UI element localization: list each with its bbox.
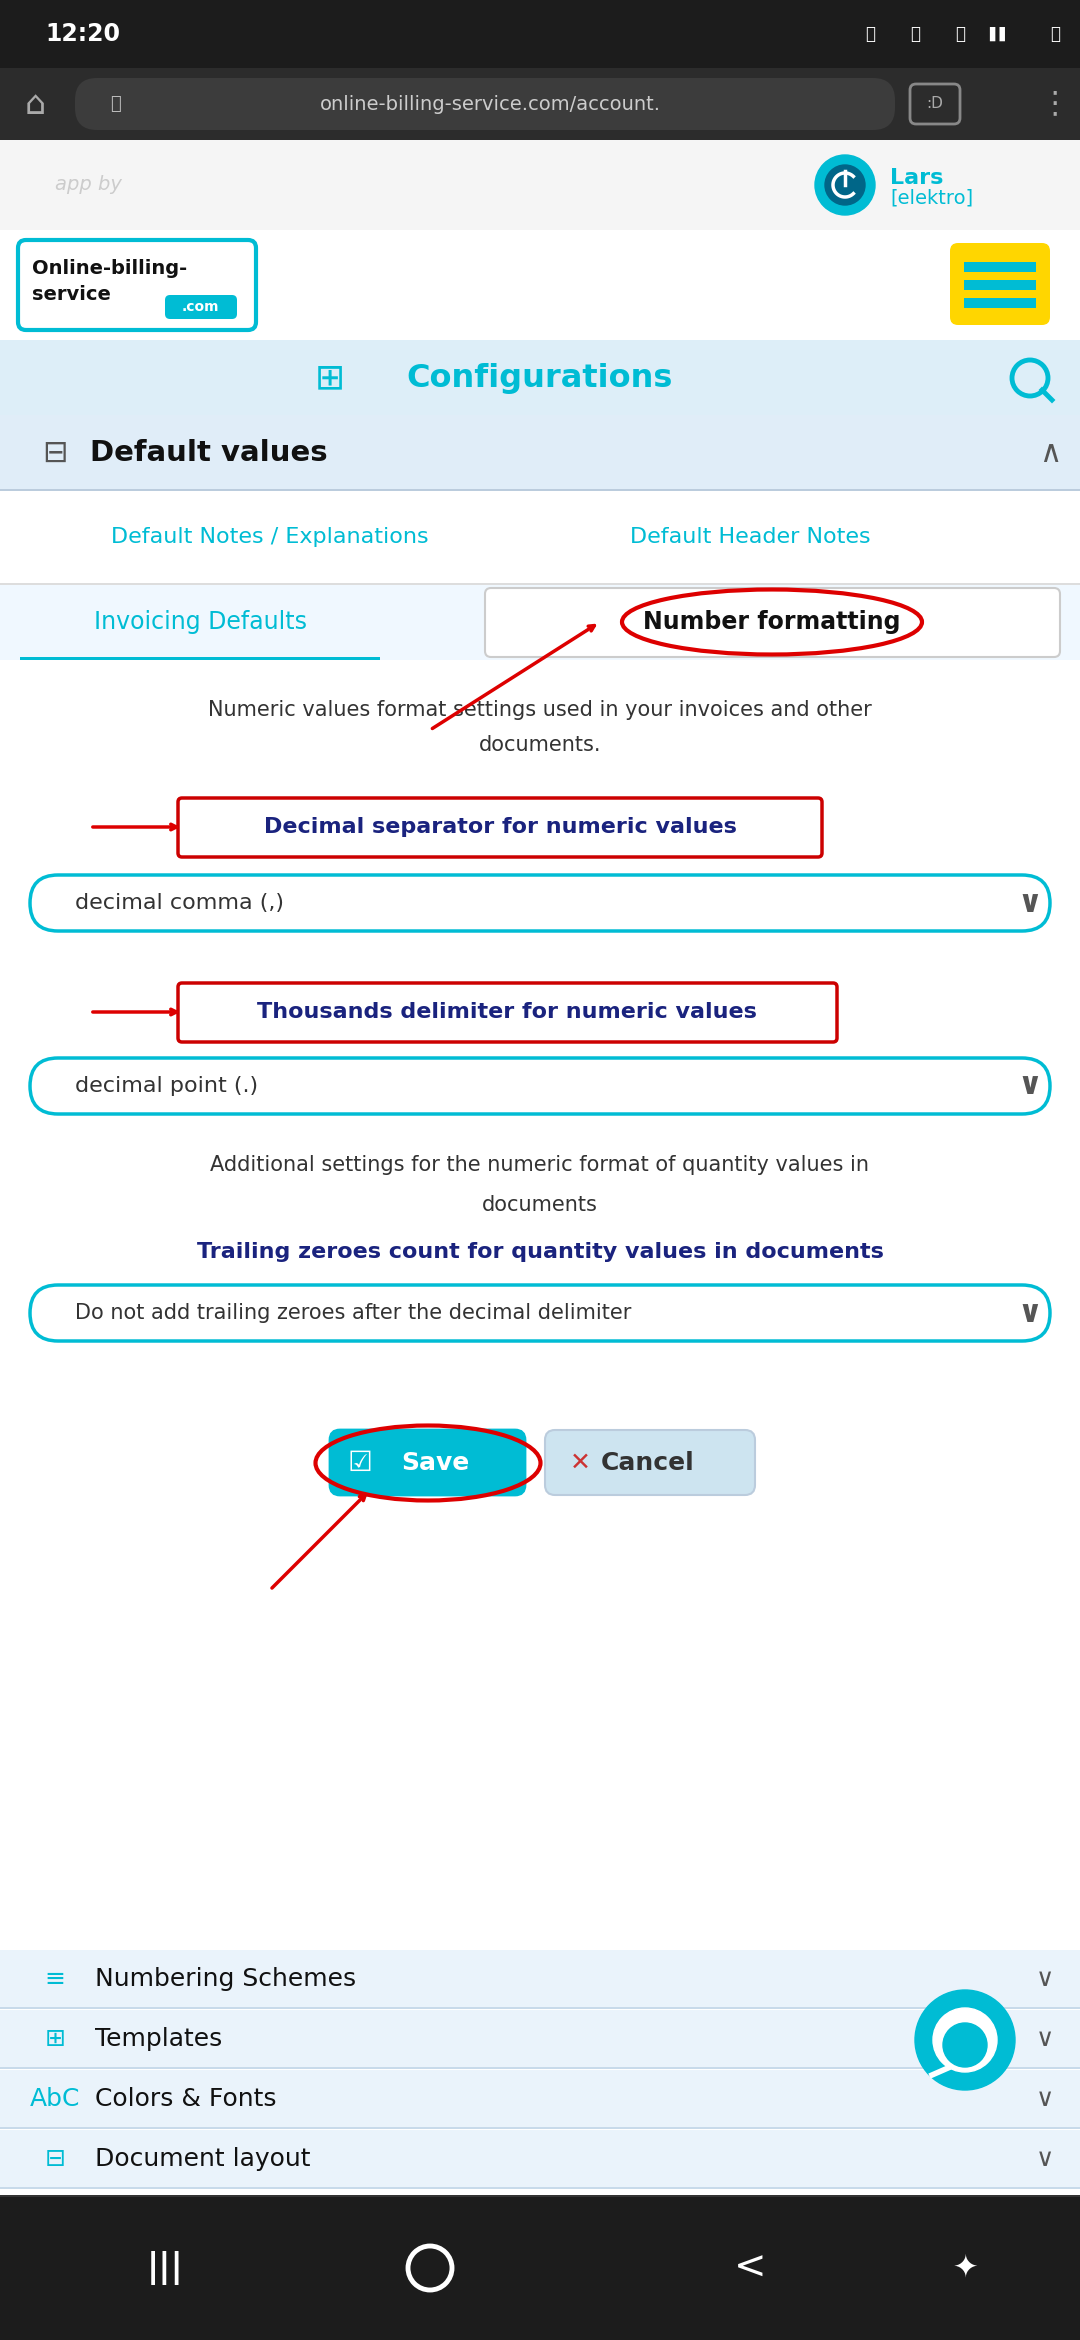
Text: app by: app by	[55, 176, 122, 194]
Text: Do not add trailing zeroes after the decimal delimiter: Do not add trailing zeroes after the dec…	[75, 1303, 632, 1322]
Text: Invoicing Defaults: Invoicing Defaults	[94, 611, 307, 634]
Text: Configurations: Configurations	[407, 363, 673, 393]
Text: documents.: documents.	[478, 735, 602, 756]
Circle shape	[943, 2024, 987, 2066]
Bar	[0, 0, 1080, 68]
Text: ✦: ✦	[953, 2253, 977, 2282]
Bar	[0, 414, 1080, 489]
Text: Additional settings for the numeric format of quantity values in: Additional settings for the numeric form…	[211, 1156, 869, 1175]
Bar	[0, 2071, 1080, 2127]
Text: |||: |||	[147, 2251, 184, 2284]
Text: ∨: ∨	[1036, 1968, 1054, 1991]
Circle shape	[815, 154, 875, 215]
Text: ∧: ∧	[1039, 438, 1062, 468]
Text: Decimal separator for numeric values: Decimal separator for numeric values	[264, 817, 737, 838]
Bar	[0, 339, 1080, 414]
Text: ∨: ∨	[1036, 2026, 1054, 2050]
Text: ⊟: ⊟	[44, 2148, 66, 2172]
Bar	[21, 658, 380, 660]
Text: Trailing zeroes count for quantity values in documents: Trailing zeroes count for quantity value…	[197, 1243, 883, 1261]
Text: ∨: ∨	[1017, 1299, 1042, 1327]
FancyBboxPatch shape	[178, 798, 822, 856]
Text: decimal comma (,): decimal comma (,)	[75, 894, 284, 913]
Text: .com: .com	[181, 300, 219, 314]
Text: 12:20: 12:20	[45, 21, 120, 47]
Circle shape	[933, 2008, 997, 2071]
Bar	[0, 489, 1080, 585]
Text: decimal point (.): decimal point (.)	[75, 1076, 258, 1095]
Text: ⊞: ⊞	[44, 2026, 66, 2050]
Bar	[0, 489, 1080, 1949]
Text: ∨: ∨	[1017, 1072, 1042, 1100]
Bar	[964, 297, 1036, 309]
Text: Templates: Templates	[95, 2026, 222, 2050]
Text: Online-billing-: Online-billing-	[32, 257, 187, 278]
Text: AbC: AbC	[30, 2087, 80, 2111]
Circle shape	[825, 166, 865, 206]
FancyBboxPatch shape	[485, 587, 1059, 658]
Text: Thousands delimiter for numeric values: Thousands delimiter for numeric values	[257, 1002, 757, 1023]
Text: online-billing-service.com/account.: online-billing-service.com/account.	[320, 94, 661, 115]
Text: Document layout: Document layout	[95, 2148, 311, 2172]
Text: Numeric values format settings used in your invoices and other: Numeric values format settings used in y…	[208, 700, 872, 721]
Text: ✕: ✕	[570, 1451, 591, 1474]
FancyBboxPatch shape	[545, 1430, 755, 1495]
Text: 🔒: 🔒	[110, 96, 121, 112]
Text: :D: :D	[927, 96, 944, 112]
Text: service: service	[32, 285, 111, 304]
Text: ∨: ∨	[1036, 2148, 1054, 2172]
FancyBboxPatch shape	[30, 1285, 1050, 1341]
Text: ⋮: ⋮	[1040, 89, 1070, 119]
Bar	[0, 2129, 1080, 2188]
Text: 🔋: 🔋	[1050, 26, 1059, 42]
Text: ⊞: ⊞	[315, 360, 346, 395]
FancyBboxPatch shape	[178, 983, 837, 1041]
Text: Save: Save	[401, 1451, 469, 1474]
Bar	[0, 229, 1080, 339]
Text: documents: documents	[482, 1196, 598, 1214]
Text: Numbering Schemes: Numbering Schemes	[95, 1968, 356, 1991]
Text: ∨: ∨	[1017, 889, 1042, 917]
Text: Default Notes / Explanations: Default Notes / Explanations	[111, 526, 429, 548]
Text: ⌂: ⌂	[25, 87, 45, 119]
Text: ▌▌: ▌▌	[989, 26, 1010, 42]
Text: ≡: ≡	[44, 1968, 66, 1991]
Text: [elektro]: [elektro]	[890, 190, 973, 208]
Text: Lars: Lars	[890, 168, 943, 187]
Text: ⊟: ⊟	[42, 438, 68, 468]
Text: Cancel: Cancel	[602, 1451, 694, 1474]
FancyBboxPatch shape	[950, 243, 1050, 325]
Text: Number formatting: Number formatting	[644, 611, 901, 634]
Bar	[0, 585, 1080, 660]
Text: Default values: Default values	[90, 440, 327, 468]
Bar	[0, 68, 1080, 140]
FancyBboxPatch shape	[165, 295, 237, 318]
Bar	[0, 1949, 1080, 2008]
Bar	[0, 140, 1080, 229]
Bar	[964, 262, 1036, 271]
FancyBboxPatch shape	[75, 77, 895, 131]
Text: <: <	[733, 2249, 766, 2286]
Text: 📶: 📶	[955, 26, 966, 42]
FancyBboxPatch shape	[30, 1058, 1050, 1114]
Bar	[964, 281, 1036, 290]
FancyBboxPatch shape	[18, 241, 256, 330]
Text: Colors & Fonts: Colors & Fonts	[95, 2087, 276, 2111]
Bar	[0, 2010, 1080, 2069]
FancyBboxPatch shape	[30, 875, 1050, 931]
FancyBboxPatch shape	[330, 1430, 525, 1495]
Text: ☑: ☑	[348, 1448, 373, 1477]
Text: 🔕: 🔕	[910, 26, 920, 42]
Text: Default Header Notes: Default Header Notes	[630, 526, 870, 548]
Text: ⏰: ⏰	[865, 26, 875, 42]
Text: ∨: ∨	[1036, 2087, 1054, 2111]
Circle shape	[915, 1989, 1015, 2090]
Bar	[0, 2195, 1080, 2340]
